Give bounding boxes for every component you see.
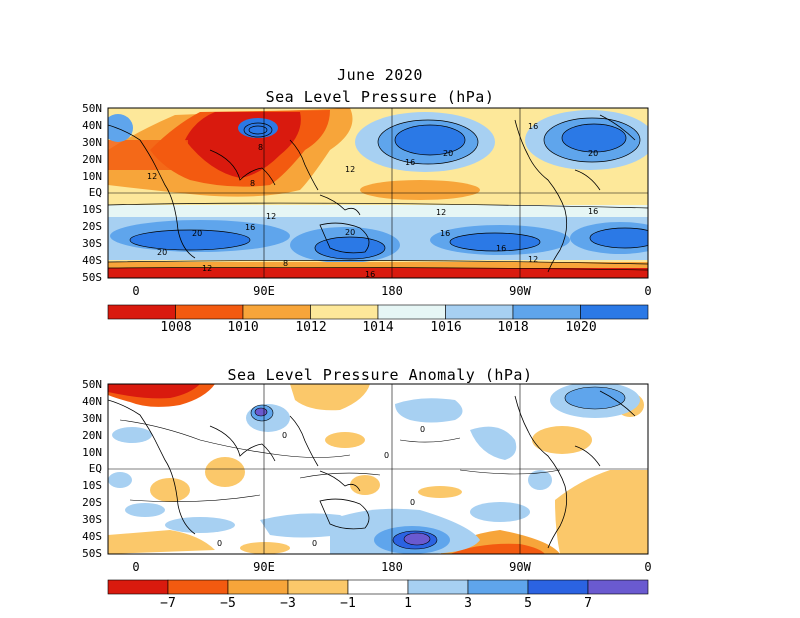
lon-label: 90W (509, 284, 531, 298)
colorbar-swatch (407, 579, 469, 595)
bottom-grid (108, 384, 648, 554)
contour-label: 12 (266, 212, 276, 221)
top-title-line2: Sea Level Pressure (hPa) (265, 88, 495, 106)
lat-label: 20N (82, 153, 102, 166)
contour-label: 8 (258, 143, 263, 152)
contour-label: 16 (588, 207, 598, 216)
lat-label: 20N (82, 429, 102, 442)
colorbar-label: −5 (220, 596, 236, 611)
contour-label: 12 (345, 165, 355, 174)
colorbar-swatch (287, 579, 349, 595)
colorbar-label: −3 (280, 596, 296, 611)
lon-label: 0 (132, 284, 140, 298)
bottom-contour-labels: 0 0 0 0 0 0 (217, 425, 425, 548)
lat-label: 40S (82, 254, 102, 267)
colorbar-label: 7 (584, 596, 592, 611)
lat-label: 30N (82, 136, 102, 149)
lat-label: 40S (82, 530, 102, 543)
colorbar-label: 1020 (565, 320, 597, 335)
lat-label: 30N (82, 412, 102, 425)
colorbar-label: 1016 (430, 320, 462, 335)
contour-label: 20 (443, 149, 453, 158)
colorbar-label: 1014 (362, 320, 394, 335)
contour-label: 16 (245, 223, 255, 232)
top-map-frame (107, 107, 649, 279)
lon-label: 0 (644, 284, 652, 298)
lat-label: 50S (82, 547, 102, 560)
contour-label: 16 (405, 158, 415, 167)
lon-label: 180 (381, 284, 403, 298)
colorbar-swatch (580, 304, 649, 320)
colorbar-swatch (467, 579, 529, 595)
lon-label: 0 (644, 560, 652, 574)
lat-label: 20S (82, 496, 102, 509)
colorbar-label: −1 (340, 596, 356, 611)
lat-label: 50N (82, 378, 102, 391)
top-title-line1: June 2020 (337, 66, 423, 84)
contour-label: 0 (410, 498, 415, 507)
contour-label: 8 (283, 259, 288, 268)
lat-label: EQ (88, 186, 102, 199)
contour-label: 0 (282, 431, 287, 440)
contour-label: 20 (192, 229, 202, 238)
colorbar-label: 3 (464, 596, 472, 611)
contour-label: 8 (250, 179, 255, 188)
contour-label: 0 (217, 539, 222, 548)
colorbar-swatch (107, 579, 169, 595)
bottom-colorbar (107, 579, 649, 595)
contour-label: 12 (528, 255, 538, 264)
lat-label: 20S (82, 220, 102, 233)
lon-label: 90E (253, 284, 275, 298)
contour-label: 0 (312, 539, 317, 548)
contour-label: 16 (440, 229, 450, 238)
colorbar-label: 1010 (227, 320, 259, 335)
colorbar-label: 1008 (160, 320, 192, 335)
lat-label: 50N (82, 102, 102, 115)
top-colorbar (107, 304, 649, 320)
lat-label: 40N (82, 119, 102, 132)
bottom-anomaly-field (108, 384, 648, 554)
lon-label: 90E (253, 560, 275, 574)
contour-label: 16 (528, 122, 538, 131)
colorbar-label: 1018 (497, 320, 529, 335)
contour-label: 20 (157, 248, 167, 257)
contour-label: 12 (147, 172, 157, 181)
lat-label: 10N (82, 446, 102, 459)
colorbar-swatch (587, 579, 649, 595)
colorbar-swatch (527, 579, 589, 595)
contour-label: 0 (384, 451, 389, 460)
lat-label: 10N (82, 170, 102, 183)
lat-label: 30S (82, 513, 102, 526)
top-grid (108, 108, 648, 278)
lat-label: 40N (82, 395, 102, 408)
colorbar-swatch (167, 579, 229, 595)
lon-label: 90W (509, 560, 531, 574)
lat-label: EQ (88, 462, 102, 475)
contour-label: 12 (202, 264, 212, 273)
lon-label: 0 (132, 560, 140, 574)
contour-label: 12 (436, 208, 446, 217)
top-contour-labels: 12 8 16 20 12 8 12 20 16 12 16 20 20 16 … (147, 122, 598, 279)
contour-label: 16 (496, 244, 506, 253)
colorbar-swatch (227, 579, 289, 595)
bottom-map-frame (107, 383, 649, 555)
contour-label: 16 (365, 270, 375, 279)
colorbar-label: −7 (160, 596, 176, 611)
lon-label: 180 (381, 560, 403, 574)
colorbar-label: 5 (524, 596, 532, 611)
colorbar-label: 1012 (295, 320, 327, 335)
colorbar-label: 1 (404, 596, 412, 611)
bottom-title: Sea Level Pressure Anomaly (hPa) (227, 366, 533, 384)
lat-label: 50S (82, 271, 102, 284)
contour-label: 0 (420, 425, 425, 434)
contour-label: 20 (345, 228, 355, 237)
lat-label: 10S (82, 479, 102, 492)
colorbar-swatch (347, 579, 409, 595)
contour-label: 20 (588, 149, 598, 158)
lat-label: 30S (82, 237, 102, 250)
lat-label: 10S (82, 203, 102, 216)
